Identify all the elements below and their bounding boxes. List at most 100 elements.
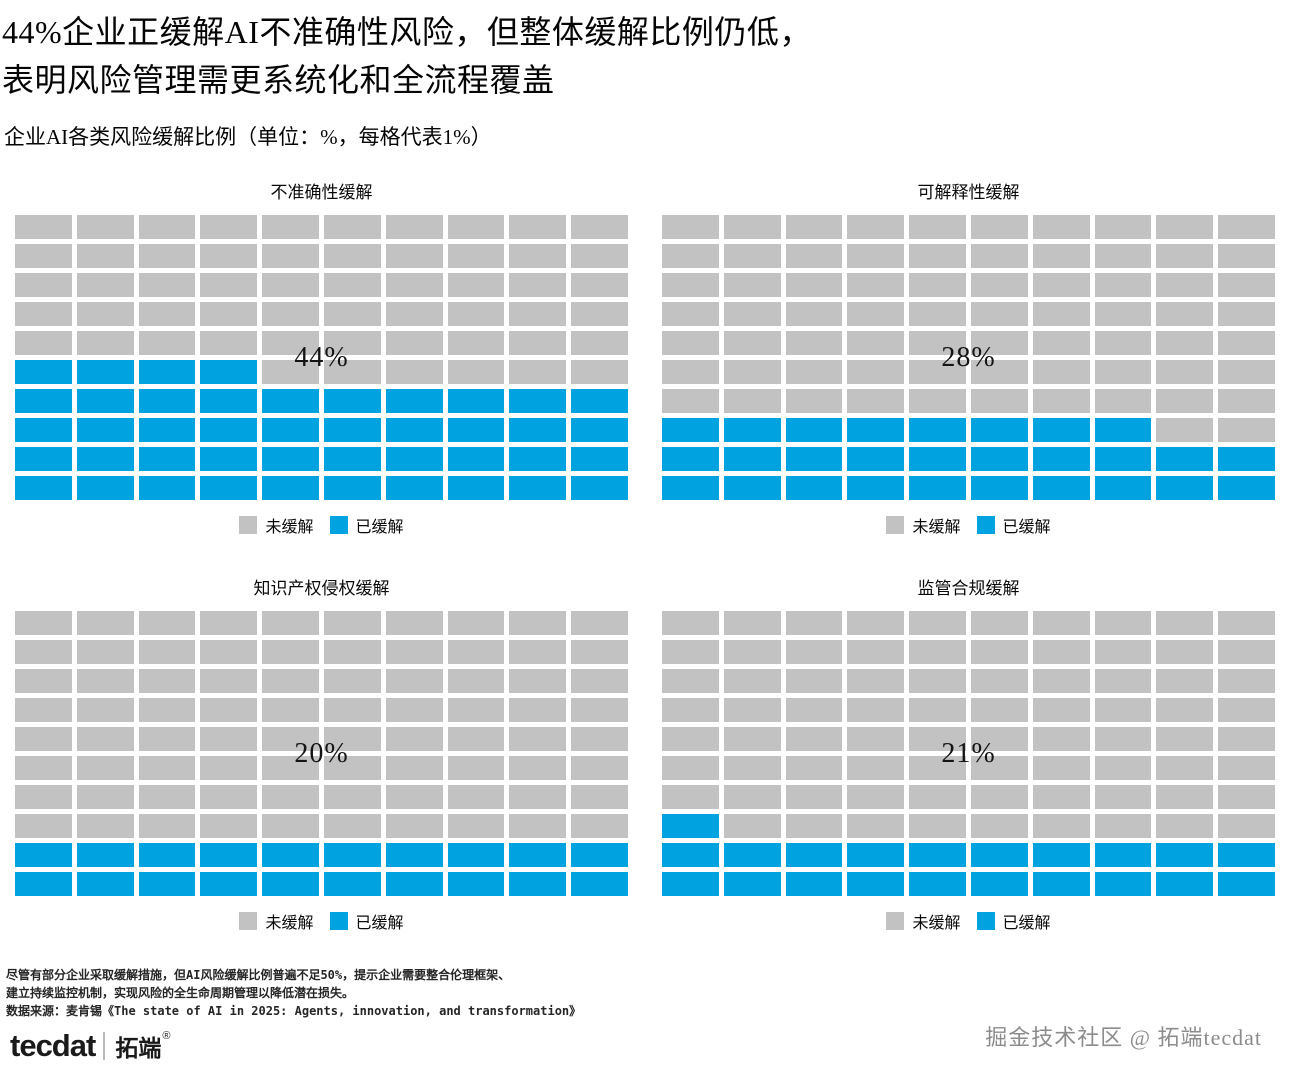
cell-mitigated [1156,447,1214,471]
cell-mitigated [1094,447,1152,471]
cell-unmitigated [262,727,319,751]
cell-unmitigated [76,331,134,355]
cell-unmitigated [909,244,966,268]
cell-unmitigated [970,273,1028,297]
waffle-grid: 21% [662,611,1275,896]
cell-unmitigated [509,756,567,780]
unmitigated-label: 未缓解 [265,519,314,536]
cell-unmitigated [76,756,134,780]
cell-unmitigated [571,698,628,722]
chart-title: 不准确性缓解 [270,183,373,202]
cell-mitigated [15,447,72,471]
cell-mitigated [15,360,72,384]
cell-unmitigated [1218,698,1275,722]
cell-unmitigated [662,611,719,635]
cell-unmitigated [15,698,72,722]
cell-unmitigated [1032,698,1090,722]
cell-mitigated [323,418,381,442]
cell-unmitigated [1032,302,1090,326]
cell-unmitigated [847,244,905,268]
cell-unmitigated [1156,611,1214,635]
cell-mitigated [385,418,443,442]
cell-unmitigated [323,814,381,838]
page-title-line-1: 44%企业正缓解AI不准确性风险，但整体缓解比例仍低， [2,14,812,50]
cell-unmitigated [447,814,505,838]
cell-unmitigated [76,669,134,693]
cell-unmitigated [385,360,443,384]
cell-mitigated [571,418,628,442]
cell-unmitigated [138,331,196,355]
cell-unmitigated [76,785,134,809]
cell-mitigated [970,843,1028,867]
cell-unmitigated [909,215,966,239]
cell-unmitigated [1094,669,1152,693]
waffle-chart-ip-infringement: 知识产权侵权缓解 20% 未缓解 已缓解 [15,574,628,933]
cell-unmitigated [571,302,628,326]
cell-unmitigated [1094,389,1152,413]
cell-unmitigated [385,698,443,722]
cell-unmitigated [1032,215,1090,239]
cell-mitigated [1032,476,1090,500]
cell-unmitigated [970,215,1028,239]
legend: 未缓解 已缓解 [662,909,1275,933]
cell-mitigated [262,389,319,413]
cell-unmitigated [847,611,905,635]
cell-unmitigated [1032,389,1090,413]
cell-unmitigated [785,302,843,326]
cell-unmitigated [509,244,567,268]
cell-unmitigated [970,331,1028,355]
cell-unmitigated [1094,756,1152,780]
cell-unmitigated [15,273,72,297]
cell-unmitigated [1032,273,1090,297]
cell-unmitigated [262,331,319,355]
cell-unmitigated [662,331,719,355]
cell-unmitigated [909,785,966,809]
cell-unmitigated [200,698,258,722]
logo-brand-text: tecdat [10,1028,96,1063]
cell-mitigated [909,476,966,500]
cell-mitigated [15,872,72,896]
unmitigated-label: 未缓解 [912,915,961,932]
cell-unmitigated [200,611,258,635]
cell-mitigated [723,476,781,500]
cell-unmitigated [138,215,196,239]
cell-mitigated [662,814,719,838]
cell-mitigated [847,872,905,896]
cell-mitigated [447,872,505,896]
cell-mitigated [571,843,628,867]
registered-mark: ® [162,1030,171,1042]
cell-unmitigated [662,727,719,751]
cell-unmitigated [447,331,505,355]
cell-unmitigated [785,273,843,297]
cell-mitigated [200,447,258,471]
mitigated-swatch [329,912,348,930]
cell-unmitigated [723,611,781,635]
cell-unmitigated [447,756,505,780]
cell-unmitigated [571,814,628,838]
cell-unmitigated [847,698,905,722]
cell-unmitigated [723,756,781,780]
cell-unmitigated [262,640,319,664]
cell-unmitigated [909,814,966,838]
cell-unmitigated [662,360,719,384]
cell-unmitigated [262,814,319,838]
cell-mitigated [571,872,628,896]
cell-mitigated [323,447,381,471]
cell-unmitigated [385,215,443,239]
waffle-cells [662,215,1275,500]
cell-unmitigated [847,785,905,809]
cell-mitigated [447,843,505,867]
cell-unmitigated [385,756,443,780]
cell-unmitigated [200,273,258,297]
cell-unmitigated [723,215,781,239]
cell-unmitigated [509,215,567,239]
cell-unmitigated [1218,418,1275,442]
cell-unmitigated [1094,244,1152,268]
cell-unmitigated [1032,814,1090,838]
cell-unmitigated [200,756,258,780]
cell-unmitigated [1156,785,1214,809]
cell-mitigated [847,843,905,867]
cell-unmitigated [262,215,319,239]
cell-mitigated [15,418,72,442]
cell-mitigated [1156,872,1214,896]
